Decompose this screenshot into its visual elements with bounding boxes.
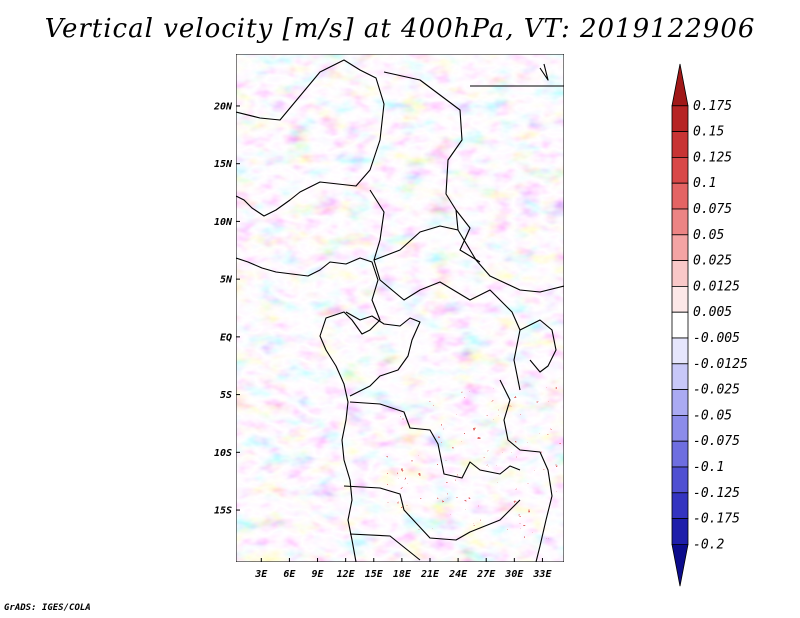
border-sahel: [236, 59, 385, 217]
lon-label-18e: 18E: [393, 569, 412, 580]
colorbar-label: -0.075: [693, 434, 740, 449]
lon-label-24e: 24E: [448, 569, 468, 580]
lon-label-3e: 3E: [254, 569, 268, 580]
colorbar-label: 0.125: [693, 150, 732, 165]
colorbar-label: 0.175: [693, 99, 732, 114]
lake-victoria: [519, 319, 557, 373]
colorbar-segment: [671, 389, 689, 416]
latitude-labels: 20N 15N 10N 5N EQ 5S 10S 15S: [213, 101, 240, 517]
lon-label-12e: 12E: [337, 569, 356, 580]
colorbar-label: 0.15: [693, 125, 724, 140]
lon-label-6e: 6E: [283, 569, 296, 580]
colorbar-label: -0.05: [693, 408, 732, 423]
nile-fragment: [539, 63, 549, 81]
colorbar-label: -0.2: [693, 537, 724, 552]
lat-label-eq: EQ: [220, 332, 232, 343]
country-borders: [236, 59, 564, 562]
colorbar-segment: [671, 440, 689, 468]
lat-label-20n: 20N: [213, 101, 233, 112]
colorbar-label: -0.125: [693, 486, 740, 501]
lat-label-15s: 15S: [214, 506, 232, 517]
colorbar-label: 0.025: [693, 254, 732, 269]
lon-label-33e: 33E: [532, 569, 552, 580]
lat-label-10s: 10S: [214, 448, 232, 459]
colorbar-segment: [671, 311, 689, 339]
colorbar-segment: [671, 182, 689, 210]
lon-label-9e: 9E: [312, 569, 325, 580]
border-east: [499, 379, 553, 562]
colorbar-label: -0.005: [693, 331, 740, 346]
colorbar-label: 0.1: [693, 176, 716, 191]
lat-label-15n: 15N: [214, 159, 233, 170]
colorbar-label: -0.0125: [693, 357, 748, 372]
border-congo: [345, 311, 421, 397]
chart-title: Vertical velocity [m/s] at 400hPa, VT: 2…: [44, 14, 756, 44]
colorbar-segment: [671, 63, 689, 107]
colorbar-segment: [671, 492, 689, 519]
border-drc-south: [349, 401, 521, 479]
colorbar-segment: [671, 414, 689, 442]
lon-label-15e: 15E: [365, 569, 384, 580]
vertical-velocity-field: [236, 54, 564, 562]
colorbar-segment: [671, 208, 689, 236]
colorbar-segment: [671, 518, 689, 545]
colorbar-segment: [671, 156, 689, 184]
border-chad: [455, 209, 481, 263]
border-namibia: [349, 533, 421, 561]
lat-label-10n: 10N: [214, 217, 233, 228]
longitude-labels: 3E 6E 9E 12E 15E 18E 21E 24E 27E 30E 33E: [254, 558, 552, 580]
grads-credit: GrADS: IGES/COLA: [4, 603, 91, 613]
colorbar-segment: [671, 260, 689, 287]
colorbar-segment: [671, 363, 689, 390]
colorbar-segment: [671, 337, 689, 365]
colorbar: 0.175 0.15 0.125 0.1 0.075 0.05 0.025 0.0125 0.0…: [671, 63, 748, 587]
lon-label-21e: 21E: [420, 569, 440, 580]
colorbar-segment: [671, 234, 689, 262]
colorbar-label: 0.0125: [693, 279, 740, 294]
colorbar-label: -0.175: [693, 512, 740, 527]
colorbar-segment: [671, 131, 689, 158]
colorbar-label: 0.005: [693, 305, 732, 320]
colorbar-segment: [671, 544, 689, 587]
border-cameroon: [369, 189, 459, 261]
lon-label-30e: 30E: [504, 569, 524, 580]
colorbar-segment: [671, 105, 689, 133]
lat-label-5s: 5S: [220, 390, 232, 401]
lon-label-27e: 27E: [476, 569, 496, 580]
coastline: [236, 257, 381, 562]
colorbar-label: 0.075: [693, 202, 732, 217]
colorbar-label: 0.05: [693, 228, 724, 243]
border-car: [373, 259, 521, 391]
colorbar-segment: [671, 466, 689, 494]
colorbar-segment: [671, 285, 689, 313]
colorbar-label: -0.025: [693, 383, 740, 398]
lat-label-5n: 5N: [220, 275, 233, 286]
colorbar-label: -0.1: [693, 460, 724, 475]
border-angola: [343, 485, 521, 541]
